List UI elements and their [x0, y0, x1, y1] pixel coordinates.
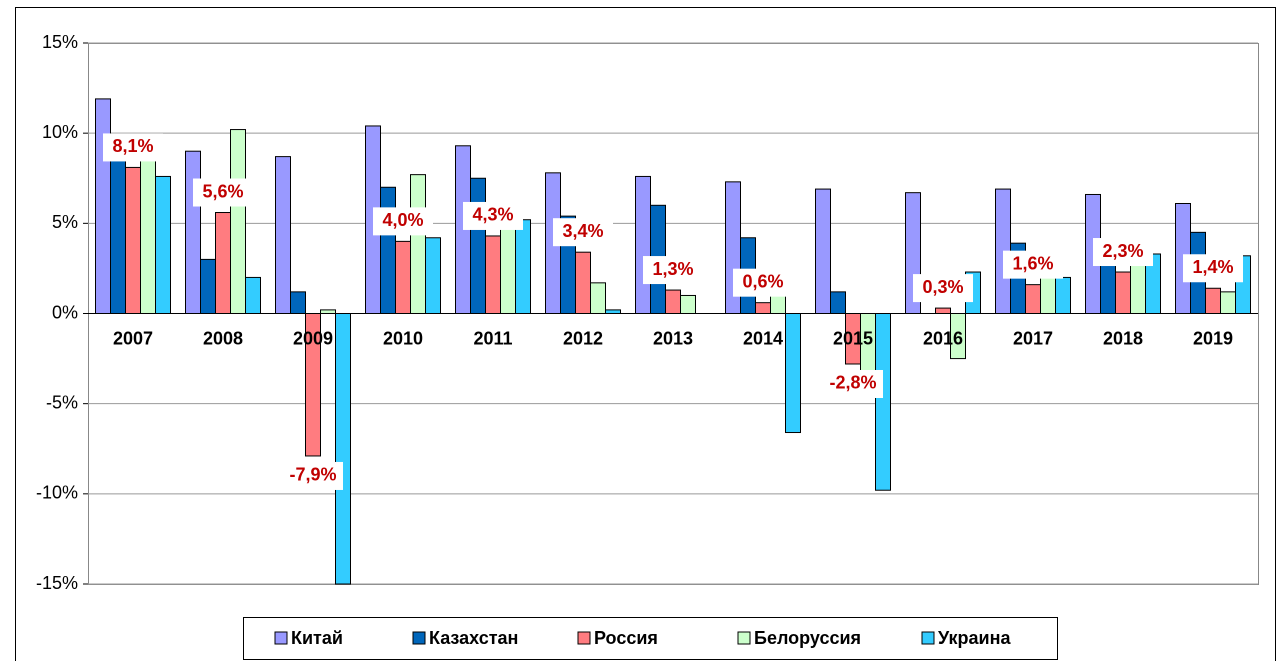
value-label-bg	[103, 133, 163, 162]
bar	[815, 188, 831, 315]
x-tick-label: 2017	[1013, 328, 1053, 348]
bar	[830, 291, 846, 314]
x-tick-label: 2011	[473, 328, 512, 348]
bar	[335, 313, 351, 585]
y-tick-label: -15%	[36, 573, 78, 593]
legend-label: Китай	[291, 628, 343, 648]
chart-frame	[15, 7, 1276, 661]
value-label: 3,4%	[562, 221, 603, 241]
bar	[1205, 287, 1221, 314]
bar	[155, 175, 171, 314]
value-label: 2,3%	[1102, 241, 1143, 261]
bar	[230, 129, 246, 314]
bar	[575, 251, 591, 314]
bar	[635, 175, 651, 314]
value-label: 0,6%	[742, 271, 783, 291]
bar	[275, 156, 291, 314]
bar	[1025, 284, 1041, 314]
bar	[425, 237, 441, 314]
bar	[875, 313, 891, 491]
bar	[1055, 276, 1071, 314]
bar	[665, 289, 681, 315]
bar	[215, 212, 231, 314]
value-label: 4,0%	[382, 210, 423, 230]
x-tick-label: 2013	[653, 328, 693, 348]
bar	[515, 219, 531, 314]
value-label: 0,3%	[922, 277, 963, 297]
y-tick-label: -5%	[46, 392, 78, 412]
legend-swatch	[737, 631, 751, 645]
value-label-bg	[1003, 250, 1063, 279]
value-label: -7,9%	[289, 465, 336, 485]
value-label-bg	[643, 256, 703, 285]
value-label: 1,6%	[1012, 253, 1053, 273]
value-label: -2,8%	[829, 373, 876, 393]
value-label: 4,3%	[472, 205, 513, 225]
y-tick-label: 5%	[52, 212, 78, 232]
bar	[140, 157, 156, 314]
bar	[200, 258, 216, 314]
bar	[125, 166, 141, 314]
x-tick-label: 2014	[743, 328, 783, 348]
y-tick-label: 0%	[52, 302, 78, 322]
bar	[470, 177, 486, 314]
legend-swatch	[274, 631, 288, 645]
bar	[320, 309, 336, 315]
bar	[395, 240, 411, 314]
bar	[1220, 291, 1236, 314]
x-tick-label: 2016	[923, 328, 963, 348]
y-tick-label: 10%	[42, 122, 78, 142]
bar	[380, 186, 396, 314]
bar	[680, 294, 696, 315]
value-label-bg	[1093, 238, 1153, 267]
legend-swatch	[921, 631, 935, 645]
bar	[1130, 258, 1146, 314]
value-label: 8,1%	[112, 136, 153, 156]
value-label-bg	[913, 274, 973, 303]
x-tick-label: 2015	[833, 328, 873, 348]
bar	[590, 282, 606, 314]
x-tick-label: 2018	[1103, 328, 1143, 348]
bar	[935, 307, 951, 314]
value-label-bg	[553, 218, 613, 247]
bar	[1115, 271, 1131, 315]
bar	[485, 235, 501, 314]
legend-label: Казахстан	[429, 628, 518, 648]
bar	[245, 276, 261, 314]
bar	[185, 150, 201, 314]
bar	[95, 98, 111, 314]
x-tick-label: 2012	[563, 328, 603, 348]
value-label-bg	[283, 461, 343, 490]
legend-swatch	[412, 631, 426, 645]
x-tick-label: 2009	[293, 328, 333, 348]
legend-label: Украина	[938, 628, 1011, 648]
value-label-bg	[193, 178, 253, 207]
bar	[605, 309, 621, 315]
value-label-bg	[1183, 254, 1243, 283]
value-label-bg	[733, 268, 793, 297]
value-label: 1,4%	[1192, 257, 1233, 277]
value-label-bg	[373, 207, 433, 236]
bar	[410, 174, 426, 314]
x-tick-label: 2007	[113, 328, 153, 348]
value-label-bg	[823, 369, 883, 398]
legend-label: Россия	[594, 628, 658, 648]
bar	[290, 291, 306, 314]
legend-swatch	[577, 631, 591, 645]
x-tick-label: 2019	[1193, 328, 1233, 348]
x-tick-label: 2010	[383, 328, 423, 348]
value-label-bg	[463, 201, 523, 230]
y-tick-label: 15%	[42, 32, 78, 52]
x-tick-label: 2008	[203, 328, 243, 348]
bar	[785, 313, 801, 434]
bar	[755, 302, 771, 314]
value-label: 5,6%	[202, 181, 243, 201]
value-label: 1,3%	[652, 259, 693, 279]
legend-label: Белоруссия	[754, 628, 861, 648]
bar	[110, 159, 126, 314]
y-tick-label: -10%	[36, 483, 78, 503]
